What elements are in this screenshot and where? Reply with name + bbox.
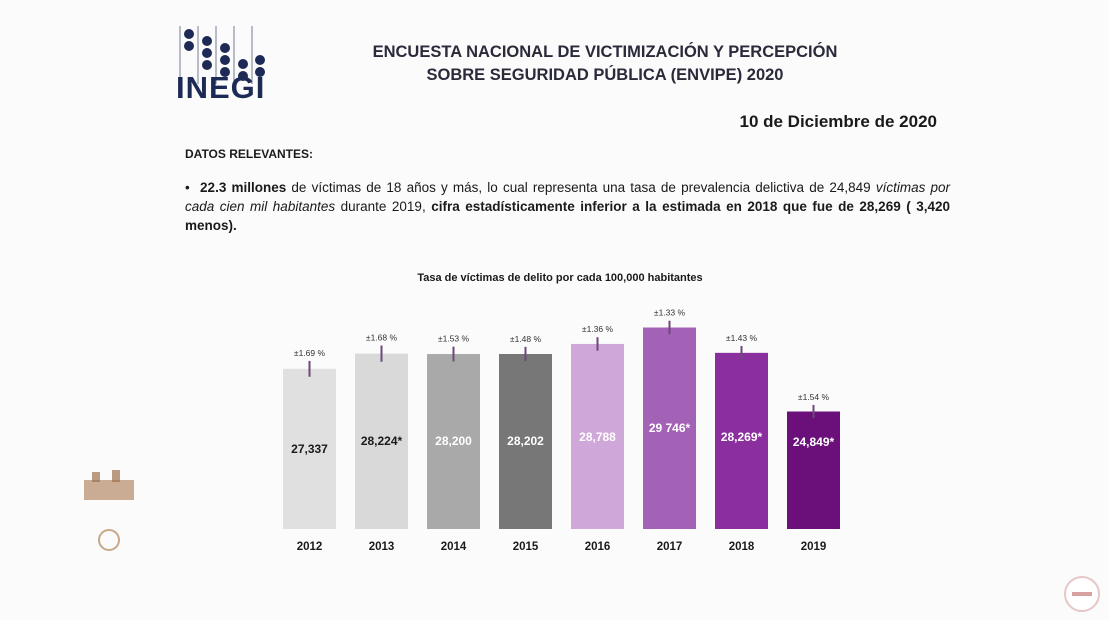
error-label-2018: ±1.43 % [726,333,758,343]
release-date: 10 de Diciembre de 2020 [739,112,937,131]
inegi-logo-icon [179,26,265,84]
key-finding-bullet: • 22.3 millones de víctimas de 18 años y… [185,180,950,233]
data-label-2016: 28,788 [579,430,616,444]
x-tick-2018: 2018 [729,541,755,553]
x-tick-2015: 2015 [513,541,539,553]
error-label-2017: ±1.33 % [654,308,686,318]
bullet-italic-3: víctimas por cada cien mil habitantes [185,180,950,214]
data-label-2014: 28,200 [435,434,472,448]
chart-title: Tasa de víctimas de delito por cada 100,… [417,272,703,284]
data-label-2017: 29 746* [649,421,691,435]
error-label-2013: ±1.68 % [366,332,398,342]
x-tick-2017: 2017 [657,541,683,553]
x-tick-2012: 2012 [297,541,323,553]
error-label-2014: ±1.53 % [438,334,470,344]
x-tick-2019: 2019 [801,541,827,553]
bar-2012 [283,368,336,529]
data-label-2013: 28,224* [361,434,403,448]
bar-2018 [715,352,768,529]
data-label-2015: 28,202 [507,434,544,448]
data-label-2019: 24,849* [793,435,835,449]
data-label-2018: 28,269* [721,430,763,444]
data-label-2012: 27,337 [291,442,328,456]
x-tick-2013: 2013 [369,541,395,553]
inegi-logo-text: INEGI [176,70,266,105]
bar-2017 [643,327,696,529]
survey-title-line2: SOBRE SEGURIDAD PÚBLICA (ENVIPE) 2020 [426,66,784,84]
bullet-text-2: de víctimas de 18 años y más, lo cual re… [286,180,876,195]
x-tick-2016: 2016 [585,541,611,553]
government-emblem-icon [84,470,134,551]
x-tick-2014: 2014 [441,541,467,553]
bar-2015 [499,353,552,529]
error-label-2012: ±1.69 % [294,348,326,358]
survey-title-line1: ENCUESTA NACIONAL DE VICTIMIZACIÓN Y PER… [372,43,838,61]
error-label-2016: ±1.36 % [582,324,614,334]
bar-2016 [571,343,624,529]
bar-2014 [427,354,480,529]
bar-2019 [787,411,840,529]
error-label-2019: ±1.54 % [798,392,830,402]
seal-icon [1064,576,1100,612]
bullet-bold-1: 22.3 millones [200,180,287,195]
error-label-2015: ±1.48 % [510,334,542,344]
bar-2013 [355,353,408,529]
bullet-text-4: durante 2019, [335,199,432,214]
bullet-bold-5: cifra estadísticamente inferior a la est… [185,199,950,233]
section-label: DATOS RELEVANTES: [185,147,314,161]
